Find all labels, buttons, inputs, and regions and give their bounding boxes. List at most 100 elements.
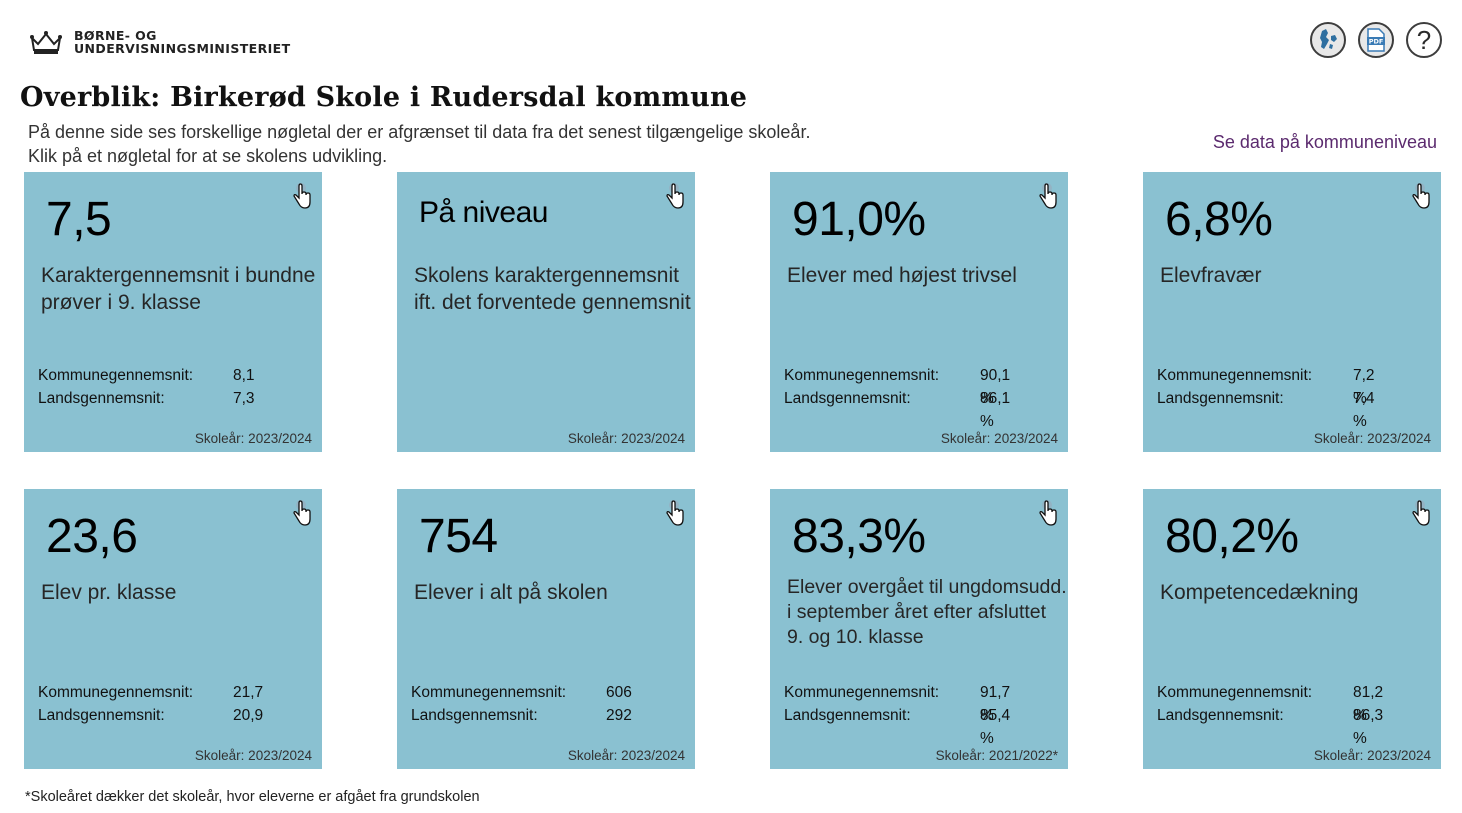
crown-icon — [30, 31, 62, 54]
kpi-label: Elevfravær — [1160, 264, 1262, 287]
click-hand-icon — [1039, 500, 1057, 526]
kommune-avg-label: Kommunegennemsnit: — [784, 684, 940, 701]
help-icon: ? — [1416, 25, 1432, 55]
kommune-row: Kommunegennemsnit: 91,7 % — [784, 681, 1010, 724]
kpi-label: Elever med højest trivsel — [787, 264, 1017, 287]
pdf-icon: PDF — [1367, 28, 1385, 52]
logo-line-2: UNDERVISNINGSMINISTERIET — [74, 41, 291, 56]
lands-avg-label: Landsgennemsnit: — [784, 707, 911, 724]
kpi-value: 83,3% — [792, 510, 926, 563]
kpi-value: 6,8% — [1165, 193, 1273, 246]
lands-row: Landsgennemsnit: 20,9 — [38, 704, 263, 727]
kommune-row: Kommunegennemsnit: 21,7 — [38, 681, 263, 704]
lands-avg-label: Landsgennemsnit: — [411, 707, 538, 724]
kpi-stats: Kommunegennemsnit: 21,7 Landsgennemsnit: 20… — [38, 681, 263, 727]
kpi-stats: Kommunegennemsnit: 8,1 Landsgennemsnit: 7,3 — [38, 364, 255, 410]
intro-line-1: På denne side ses forskellige nøgletal d… — [28, 122, 811, 142]
pdf-button[interactable]: PDF — [1358, 22, 1394, 58]
kommune-avg-value: 606 — [606, 684, 632, 701]
logo-text: BØRNE- OG UNDERVISNINGSMINISTERIET — [74, 29, 291, 55]
lands-avg-value: 7,4 % — [1353, 390, 1375, 430]
kommune-avg-label: Kommunegennemsnit: — [1157, 367, 1313, 384]
kommune-avg-value: 21,7 — [233, 684, 264, 701]
kpi-card[interactable]: 83,3% Elever overgået til ungdomsudd. i s… — [770, 489, 1068, 769]
kommune-level-link[interactable]: Se data på kommuneniveau — [1212, 132, 1437, 152]
click-hand-icon — [1412, 500, 1430, 526]
lands-avg-value: 86,3 % — [1353, 707, 1384, 747]
ministry-logo: BØRNE- OG UNDERVISNINGSMINISTERIET — [28, 28, 291, 56]
kommune-row: Kommunegennemsnit: 606 — [411, 681, 632, 704]
logo-line-1: BØRNE- OG — [74, 28, 157, 43]
kommune-avg-value: 81,2 % — [1353, 684, 1384, 724]
kpi-stats: Kommunegennemsnit: 7,2 % Landsgennemsnit: 7… — [1157, 364, 1375, 430]
kommune-avg-label: Kommunegennemsnit: — [38, 367, 194, 384]
kommune-avg-label: Kommunegennemsnit: — [38, 684, 194, 701]
denmark-map-button[interactable] — [1310, 22, 1346, 58]
lands-row: Landsgennemsnit: 85,4 % — [784, 704, 1010, 747]
kpi-label: Elever i alt på skolen — [414, 581, 608, 604]
page-title: Overblik: Birkerød Skole i Rudersdal kom… — [20, 82, 748, 113]
svg-text:PDF: PDF — [1369, 38, 1384, 46]
lands-row: Landsgennemsnit: 86,3 % — [1157, 704, 1383, 747]
kommune-row: Kommunegennemsnit: 81,2 % — [1157, 681, 1383, 724]
school-year: Skoleår: 2023/2024 — [194, 748, 312, 763]
lands-avg-value: 7,3 — [233, 390, 255, 407]
school-year: Skoleår: 2021/2022* — [935, 748, 1058, 763]
kpi-label: Kompetencedækning — [1160, 581, 1359, 604]
kommune-avg-value: 8,1 — [233, 367, 255, 384]
lands-row: Landsgennemsnit: 86,1 % — [784, 387, 1010, 430]
kommune-row: Kommunegennemsnit: 8,1 — [38, 364, 255, 387]
kpi-value: 23,6 — [46, 510, 138, 563]
kommune-avg-value: 7,2 % — [1353, 367, 1375, 407]
school-year: Skoleår: 2023/2024 — [1313, 748, 1431, 763]
help-button[interactable]: ? — [1406, 22, 1442, 58]
kpi-value: 7,5 — [46, 193, 112, 246]
kpi-stats: Kommunegennemsnit: 606 Landsgennemsnit: 292 — [411, 681, 632, 727]
kpi-card[interactable]: 91,0% Elever med højest trivsel Kommunegen… — [770, 172, 1068, 452]
kommune-avg-label: Kommunegennemsnit: — [411, 684, 567, 701]
lands-avg-label: Landsgennemsnit: — [38, 707, 165, 724]
kpi-card[interactable]: 6,8% Elevfravær Kommunegennemsnit: 7,2 % Lan… — [1143, 172, 1441, 452]
kpi-stats: Kommunegennemsnit: 81,2 % Landsgennemsnit:… — [1157, 681, 1383, 747]
kpi-label: Elev pr. klasse — [41, 581, 177, 604]
lands-row: Landsgennemsnit: 7,3 — [38, 387, 255, 410]
lands-avg-label: Landsgennemsnit: — [784, 390, 911, 407]
click-hand-icon — [666, 500, 684, 526]
footnote: *Skoleåret dækker det skoleår, hvor elev… — [25, 789, 480, 805]
kommune-avg-value: 91,7 % — [980, 684, 1011, 724]
kpi-label: Skolens karaktergennemsnit ift. det forv… — [414, 264, 691, 314]
kommune-row: Kommunegennemsnit: 90,1 % — [784, 364, 1010, 407]
intro-line-2: Klik på et nøgletal for at se skolens ud… — [28, 146, 388, 166]
kommune-row: Kommunegennemsnit: 7,2 % — [1157, 364, 1375, 407]
kpi-value: På niveau — [419, 196, 548, 229]
lands-avg-label: Landsgennemsnit: — [1157, 390, 1284, 407]
click-hand-icon — [1412, 183, 1430, 209]
kpi-label: Elever overgået til ungdomsudd. i septem… — [787, 576, 1067, 648]
kpi-card[interactable]: 80,2% Kompetencedækning Kommunegennemsnit:… — [1143, 489, 1441, 769]
lands-avg-value: 85,4 % — [980, 707, 1011, 747]
kpi-stats: Kommunegennemsnit: 91,7 % Landsgennemsnit:… — [784, 681, 1010, 747]
school-year: Skoleår: 2023/2024 — [940, 431, 1058, 446]
kommune-avg-label: Kommunegennemsnit: — [1157, 684, 1313, 701]
click-hand-icon — [293, 500, 311, 526]
school-year: Skoleår: 2023/2024 — [567, 748, 685, 763]
lands-avg-value: 292 — [606, 707, 632, 724]
kpi-card[interactable]: 754 Elever i alt på skolen Kommunegennemsn… — [397, 489, 695, 769]
intro-text: På denne side ses forskellige nøgletal d… — [28, 120, 810, 168]
kpi-card[interactable]: 23,6 Elev pr. klasse Kommunegennemsnit: 21,… — [24, 489, 322, 769]
lands-avg-value: 20,9 — [233, 707, 264, 724]
lands-row: Landsgennemsnit: 292 — [411, 704, 632, 727]
kpi-stats: Kommunegennemsnit: 90,1 % Landsgennemsnit:… — [784, 364, 1010, 430]
school-year: Skoleår: 2023/2024 — [194, 431, 312, 446]
kpi-value: 754 — [419, 510, 498, 563]
click-hand-icon — [666, 183, 684, 209]
kommune-avg-label: Kommunegennemsnit: — [784, 367, 940, 384]
kpi-value: 80,2% — [1165, 510, 1299, 563]
kpi-label: Karaktergennemsnit i bundne prøver i 9. … — [41, 264, 316, 314]
lands-row: Landsgennemsnit: 7,4 % — [1157, 387, 1375, 430]
kpi-card[interactable]: På niveau Skolens karaktergennemsnit ift.… — [397, 172, 695, 452]
kpi-card[interactable]: 7,5 Karaktergennemsnit i bundne prøver i … — [24, 172, 322, 452]
lands-avg-label: Landsgennemsnit: — [1157, 707, 1284, 724]
school-year: Skoleår: 2023/2024 — [567, 431, 685, 446]
school-year: Skoleår: 2023/2024 — [1313, 431, 1431, 446]
